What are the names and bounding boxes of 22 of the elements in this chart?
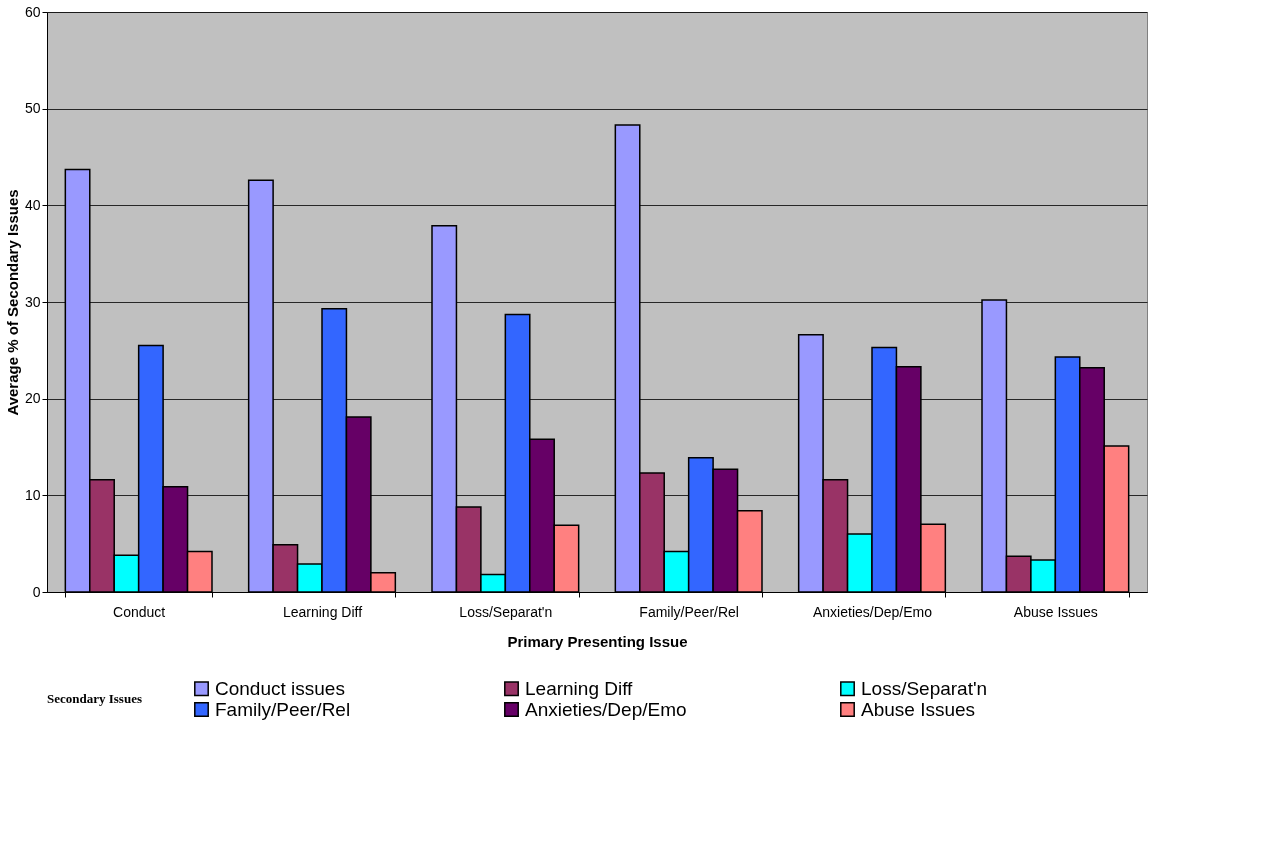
- x-tick-label: Anxieties/Dep/Emo: [812, 603, 933, 620]
- y-tick-label: 30: [24, 293, 41, 310]
- legend-label: Loss/Separat'n: [861, 677, 988, 699]
- y-tick-label: 60: [24, 3, 41, 20]
- legend-label: Family/Peer/Rel: [215, 698, 351, 720]
- y-tick-label: 50: [24, 100, 41, 117]
- x-tick-label: Conduct: [113, 603, 166, 620]
- y-tick-label: 20: [24, 390, 41, 407]
- y-tick-label: 0: [32, 583, 41, 600]
- x-tick-label: Learning Diff: [282, 603, 363, 620]
- legend-title: Secondary Issues: [47, 691, 142, 706]
- x-tick-label: Abuse Issues: [1013, 603, 1098, 620]
- x-tick-label: Loss/Separat'n: [459, 603, 553, 620]
- legend-label: Learning Diff: [525, 677, 634, 699]
- x-tick-label: Family/Peer/Rel: [639, 603, 739, 620]
- legend-label: Abuse Issues: [861, 698, 976, 720]
- y-tick-label: 10: [24, 486, 41, 503]
- y-tick-label: 40: [24, 196, 41, 213]
- y-axis-title: Average % of Secondary Issues: [3, 189, 21, 416]
- legend-label: Anxieties/Dep/Emo: [525, 698, 687, 720]
- legend-label: Conduct issues: [215, 677, 345, 699]
- x-axis-title: Primary Presenting Issue: [507, 632, 688, 650]
